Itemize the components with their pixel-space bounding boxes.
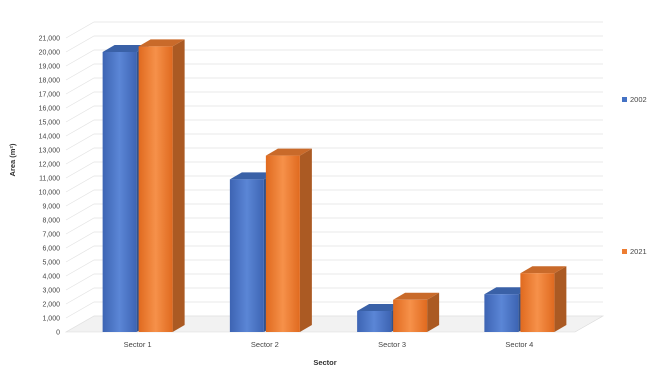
x-category-label: Sector 1 [124,340,152,349]
y-tick-label: 13,000 [39,148,61,155]
bar-front [138,46,173,333]
y-tick-label: 6,000 [42,246,60,253]
y-tick-label: 15,000 [39,120,61,127]
y-tick-label: 5,000 [42,260,60,267]
gridline [65,91,603,109]
bar-front [520,273,555,332]
gridline [65,273,603,291]
gridline [65,217,603,235]
gridline [65,175,603,193]
bar-top [265,148,312,156]
y-axis-ticks: 0 1,000 2,000 3,000 4,000 5,000 6,000 7,000 8,00… [39,36,61,337]
gridline [65,35,603,53]
x-category-label: Sector 2 [251,340,279,349]
legend-item-2021: 2021 [622,247,647,256]
y-tick-label: 14,000 [39,134,61,141]
y-tick-label: 4,000 [42,274,60,281]
bar-top [393,292,440,300]
x-category-label: Sector 4 [505,340,533,349]
bar-front [484,294,519,332]
legend-swatch [622,97,627,102]
bar-top [102,45,149,52]
y-tick-label: 12,000 [39,162,61,169]
gridline [65,231,603,249]
bar-2021-sector-3 [393,292,440,332]
gridline [65,259,603,277]
bar-top [229,172,276,180]
gridline [65,105,603,123]
y-tick-label: 11,000 [39,176,60,183]
gridline [65,63,603,81]
gridline [65,133,603,151]
gridline [65,245,603,263]
bar-side [427,292,440,332]
bar-side [554,266,567,332]
bar-front [102,52,137,332]
bar-top [138,39,185,47]
bar-2021-sector-4 [520,266,567,332]
y-tick-label: 3,000 [42,288,60,295]
y-tick-label: 8,000 [42,218,60,225]
bar-side [172,39,185,333]
y-tick-label: 2,000 [42,302,60,309]
bar-top [520,266,567,274]
gridline [65,119,603,137]
x-category-label: Sector 3 [378,340,406,349]
y-tick-label: 10,000 [39,190,61,197]
gridline [65,189,603,207]
y-tick-label: 20,000 [39,50,61,57]
bar-side [299,148,312,332]
legend-swatch [622,249,627,254]
legend-item-2002: 2002 [622,95,647,104]
x-axis-title: Sector [313,358,336,367]
gridline [65,77,603,95]
bar-front [357,311,392,332]
y-tick-label: 17,000 [39,92,61,99]
legend-label: 2002 [630,95,647,104]
y-tick-label: 9,000 [42,204,60,211]
bar-top [357,304,404,311]
y-tick-label: 19,000 [39,64,61,71]
bar-front [229,179,264,332]
gridline [65,49,603,67]
gridline [65,21,603,39]
legend-label: 2021 [630,247,647,256]
y-axis-title: Area (m²) [8,143,17,176]
bar-2021-sector-2 [265,148,312,332]
bar-front [393,299,428,332]
legend: 2002 2021 [622,95,647,256]
y-tick-label: 7,000 [42,232,60,239]
gridline [65,161,603,179]
bar-front [265,155,300,332]
bar-2021-sector-1 [138,39,185,333]
bars [102,39,567,333]
y-tick-label: 1,000 [42,316,60,323]
gridline [65,203,603,221]
bar-top [484,287,531,295]
gridline [65,147,603,165]
y-tick-label: 16,000 [39,106,61,113]
x-axis-categories: Sector 1 Sector 2 Sector 3 Sector 4 [124,340,534,349]
y-tick-label: 18,000 [39,78,61,85]
gridline [65,287,603,305]
y-tick-label: 0 [56,330,60,337]
gridlines [65,21,603,333]
y-tick-label: 21,000 [39,36,61,43]
